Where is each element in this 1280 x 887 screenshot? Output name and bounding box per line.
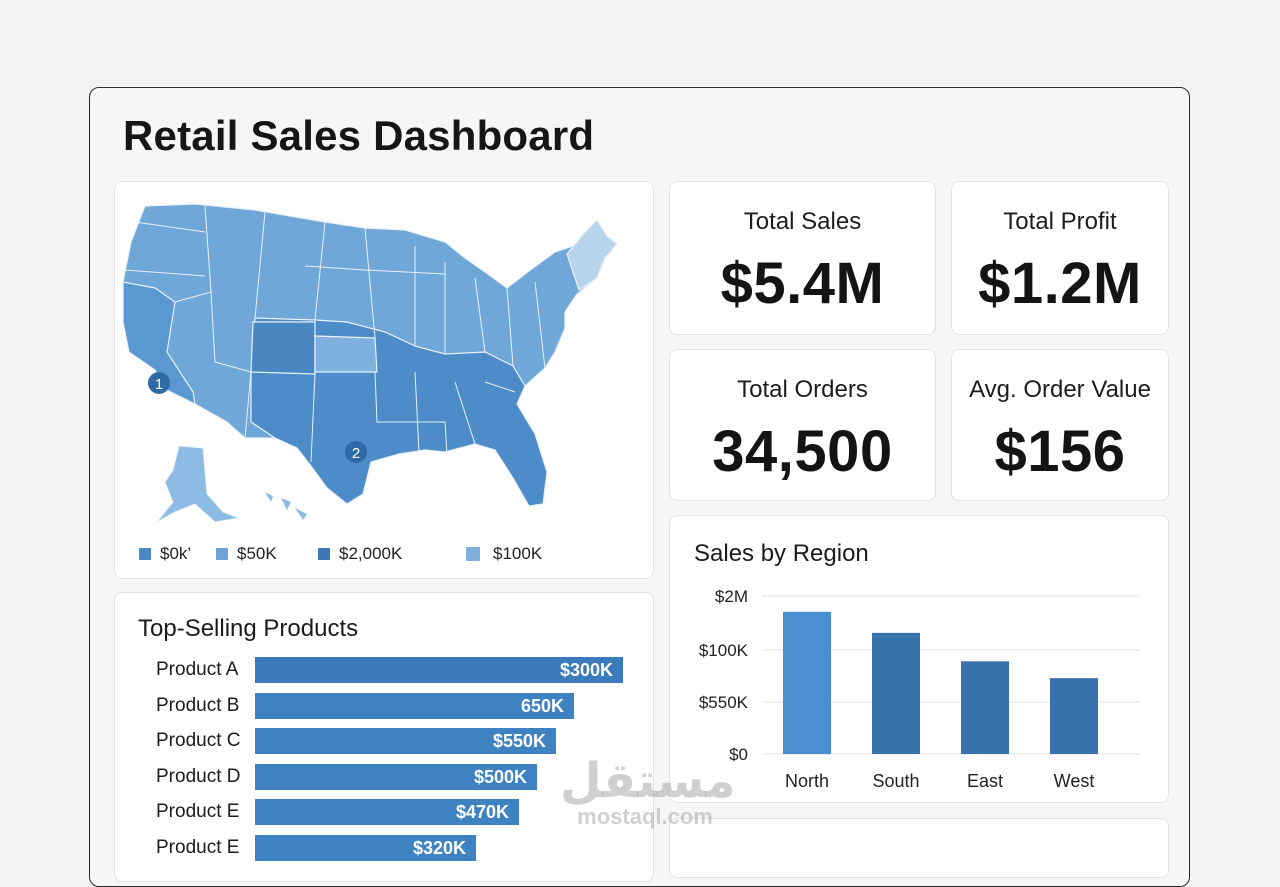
product-name: Product C bbox=[156, 730, 241, 751]
product-bar[interactable]: 650K bbox=[255, 692, 574, 719]
region-bar-north[interactable] bbox=[783, 611, 831, 754]
alaska-state[interactable] bbox=[156, 445, 241, 523]
product-value-label: $500K bbox=[473, 766, 527, 787]
colorado-state[interactable] bbox=[250, 321, 316, 375]
product-bar[interactable]: $470K bbox=[255, 799, 519, 825]
y-tick-label: $550K bbox=[699, 693, 749, 712]
kpi-total-orders: Total Orders 34,500 bbox=[669, 349, 936, 501]
product-name: Product D bbox=[156, 765, 241, 787]
kpi-label: Total Profit bbox=[1003, 208, 1117, 235]
page-title: Retail Sales Dashboard bbox=[123, 112, 595, 159]
y-tick-label: $100K bbox=[699, 641, 749, 660]
legend-item: $2,000K bbox=[318, 544, 402, 564]
map-marker-1[interactable]: 1 bbox=[148, 372, 170, 394]
kpi-label: Total Sales bbox=[743, 208, 862, 235]
state-borders bbox=[124, 205, 546, 463]
map-marker-2[interactable]: 2 bbox=[345, 441, 367, 463]
product-value-label: $300K bbox=[559, 660, 613, 680]
kpi-total-profit: Total Profit $1.2M bbox=[951, 181, 1169, 335]
region-bar-chart: $2M $100K $550K $0 North South East West bbox=[699, 587, 1140, 791]
legend-item: $0k’ bbox=[139, 544, 191, 564]
y-tick-label: $2M bbox=[715, 587, 748, 606]
svg-text:2: 2 bbox=[352, 445, 360, 462]
legend-swatch bbox=[466, 547, 480, 561]
kpi-value: $5.4M bbox=[720, 251, 885, 316]
region-bar-south[interactable] bbox=[872, 632, 920, 754]
product-bar[interactable]: $320K bbox=[255, 834, 476, 861]
sales-map-card: 1 2 $0k’ $50K $2,000K $100K bbox=[114, 181, 654, 579]
west-coast-states[interactable] bbox=[122, 281, 196, 406]
y-tick-label: $0 bbox=[729, 745, 748, 764]
new-england-states[interactable] bbox=[566, 219, 618, 291]
products-title: Top-Selling Products bbox=[138, 615, 359, 642]
legend-swatch bbox=[139, 548, 151, 560]
svg-text:1: 1 bbox=[155, 376, 163, 393]
us-sales-map[interactable]: 1 2 bbox=[115, 182, 655, 580]
kpi-value: $1.2M bbox=[978, 251, 1142, 316]
product-value-label: $470K bbox=[455, 802, 509, 822]
top-products-card: Top-Selling Products Product A $300K Produ… bbox=[114, 592, 654, 882]
legend-item: $50K bbox=[216, 544, 277, 564]
kpi-label: Avg. Order Value bbox=[969, 376, 1151, 403]
kpi-total-sales: Total Sales $5.4M bbox=[669, 181, 936, 335]
product-name: Product A bbox=[156, 659, 239, 680]
product-value-label: 650K bbox=[520, 695, 564, 716]
region-bar-east[interactable] bbox=[961, 661, 1009, 754]
product-value-label: $320K bbox=[412, 837, 466, 858]
legend-item: $100K bbox=[466, 544, 542, 564]
x-tick-label: South bbox=[872, 771, 919, 791]
kpi-avg-order-value: Avg. Order Value $156 bbox=[951, 349, 1169, 501]
legend-swatch bbox=[216, 548, 228, 560]
kpi-value: $156 bbox=[994, 419, 1126, 484]
kpi-label: Total Orders bbox=[737, 376, 868, 403]
sales-by-region-card: Sales by Region $2M $100K $550K $0 North Sout… bbox=[669, 515, 1169, 803]
region-chart-title: Sales by Region bbox=[694, 540, 869, 567]
product-bar[interactable]: $550K bbox=[255, 728, 556, 754]
product-bar[interactable]: $300K bbox=[255, 657, 623, 683]
hawaii-state[interactable] bbox=[265, 492, 307, 520]
kpi-value: 34,500 bbox=[712, 419, 893, 484]
additional-card bbox=[669, 818, 1169, 878]
product-name: Product E bbox=[156, 836, 240, 858]
x-tick-label: West bbox=[1054, 771, 1095, 791]
legend-swatch bbox=[318, 548, 330, 560]
kansas-state[interactable] bbox=[314, 335, 378, 373]
x-tick-label: North bbox=[785, 771, 829, 791]
product-name: Product E bbox=[156, 801, 240, 822]
product-bar[interactable]: $500K bbox=[255, 763, 537, 790]
region-bar-west[interactable] bbox=[1050, 678, 1098, 754]
x-tick-label: East bbox=[967, 771, 1003, 791]
watermark: مستقل mostaql.com bbox=[560, 753, 736, 829]
product-name: Product B bbox=[156, 694, 240, 716]
product-value-label: $550K bbox=[492, 731, 546, 751]
